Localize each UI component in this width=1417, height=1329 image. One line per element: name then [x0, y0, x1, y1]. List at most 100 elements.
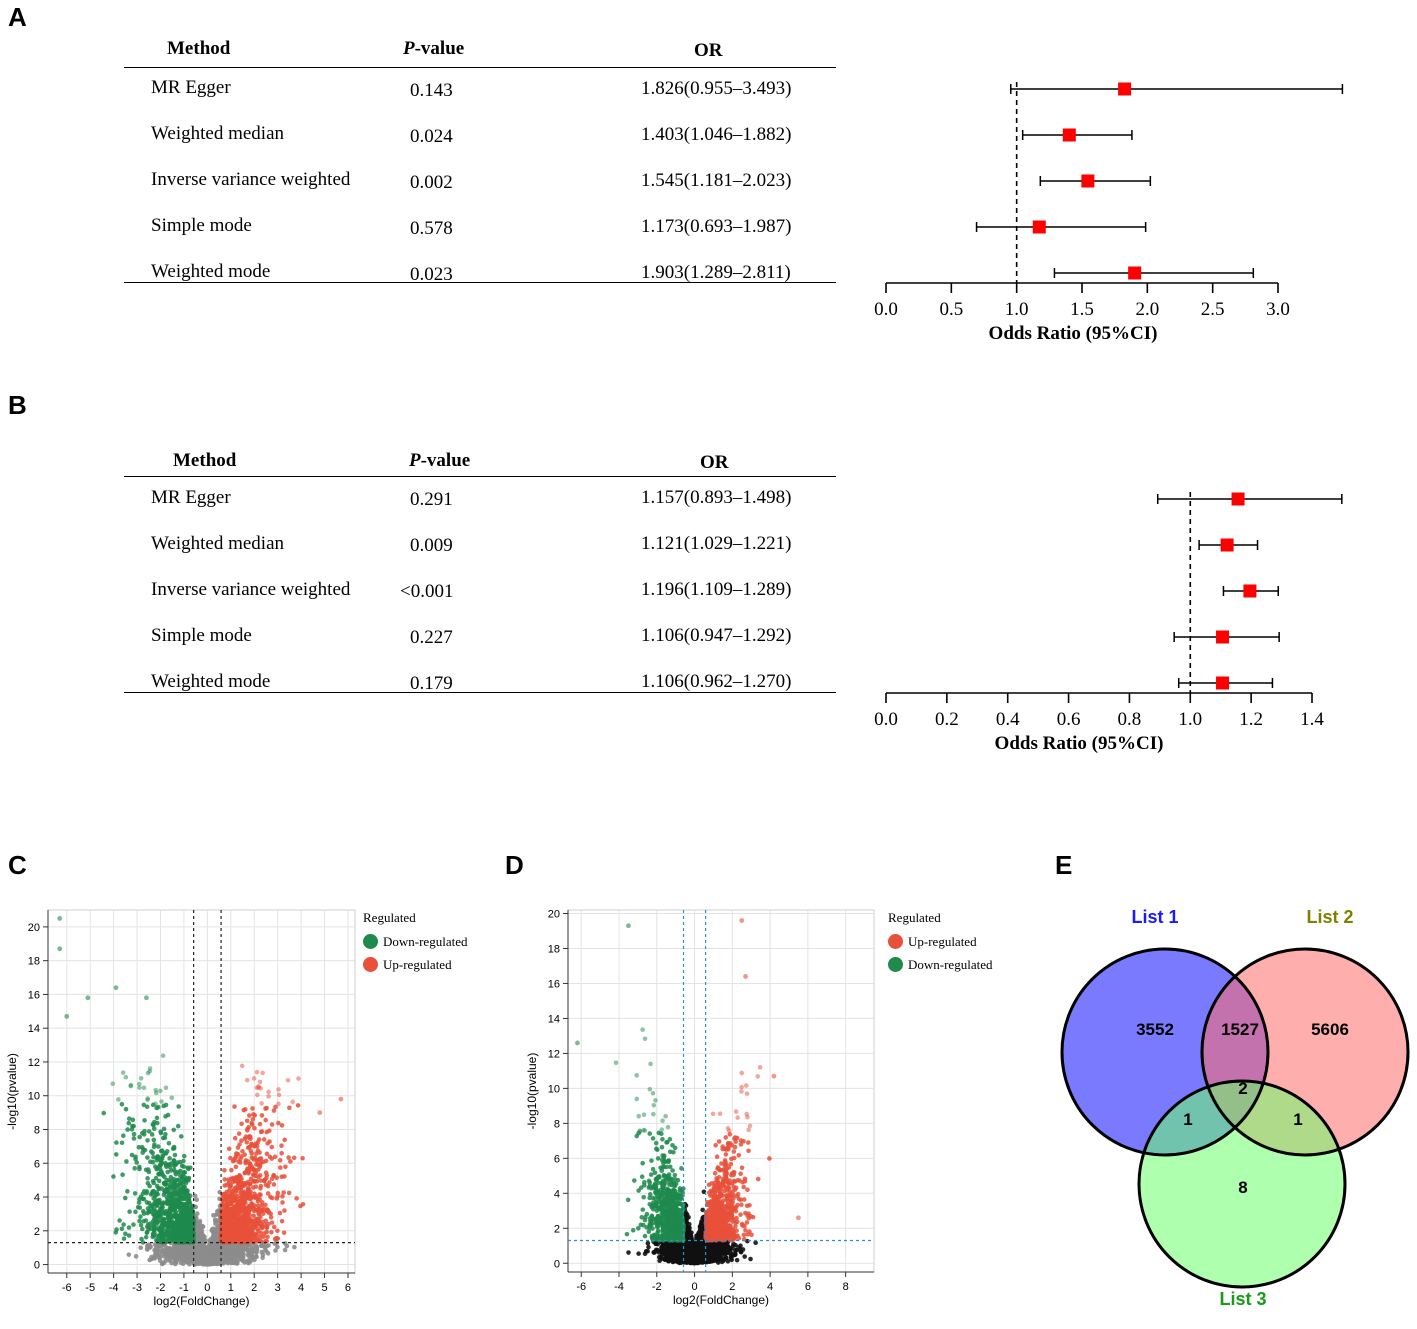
data-point [157, 1164, 162, 1169]
data-point [233, 1251, 238, 1256]
data-point [260, 1129, 265, 1134]
data-point [132, 1136, 137, 1141]
data-point [142, 1086, 147, 1091]
data-point [121, 1070, 126, 1075]
data-point [229, 1207, 234, 1212]
data-point [229, 1222, 234, 1227]
x-tick-label: 1.0 [1178, 709, 1202, 730]
data-point [140, 1227, 145, 1232]
x-axis-label: log2(FoldChange) [153, 1294, 249, 1308]
x-tick-label: -4 [109, 1282, 119, 1294]
data-point [177, 1249, 182, 1254]
x-tick-label: -2 [156, 1282, 166, 1294]
data-point [168, 1213, 173, 1218]
data-point [127, 1233, 132, 1238]
data-point [270, 1145, 275, 1150]
data-point [120, 1102, 125, 1107]
row-method: MR Egger [151, 487, 231, 509]
data-point [280, 1219, 285, 1224]
data-point [263, 1118, 268, 1123]
data-point [258, 1173, 263, 1178]
data-point [285, 1244, 290, 1249]
data-point [117, 1218, 122, 1223]
data-point [179, 1134, 184, 1139]
data-point [256, 1148, 261, 1153]
y-tick-label: 20 [28, 922, 40, 934]
x-tick-label: 8 [843, 1281, 849, 1293]
data-point [222, 1177, 227, 1182]
data-point [139, 1223, 144, 1228]
data-point [260, 1071, 265, 1076]
forest-row [1179, 677, 1273, 690]
data-point [156, 1218, 161, 1223]
data-point [301, 1202, 306, 1207]
panel-label-b: B [8, 390, 27, 421]
data-point [148, 1245, 153, 1250]
data-point [253, 1174, 258, 1179]
data-point [277, 1093, 282, 1098]
data-point [300, 1156, 305, 1161]
data-point [150, 1235, 155, 1240]
data-point [181, 1159, 186, 1164]
data-point [209, 1251, 214, 1256]
y-tick-label: 14 [28, 1023, 40, 1035]
row-or: 1.157(0.893–1.498) [641, 487, 791, 509]
data-point [160, 1262, 165, 1267]
data-point [244, 1134, 249, 1139]
data-point [151, 1103, 156, 1108]
data-point [228, 1212, 233, 1217]
data-point [173, 1258, 178, 1263]
data-point [153, 1213, 158, 1218]
data-point [244, 1158, 249, 1163]
data-point [247, 1113, 252, 1118]
data-point [149, 1207, 154, 1212]
data-point [140, 1131, 145, 1136]
data-point [237, 1248, 242, 1253]
data-point [264, 1170, 269, 1175]
data-point [154, 1176, 159, 1181]
data-point [124, 1107, 129, 1112]
data-point [133, 1210, 138, 1215]
data-point [259, 1184, 264, 1189]
x-tick-label: 0.5 [939, 299, 963, 320]
data-point [251, 1117, 256, 1122]
data-point [180, 1178, 185, 1183]
data-point [195, 1247, 200, 1252]
data-point [245, 1240, 250, 1245]
row-or: 1.826(0.955–3.493) [641, 78, 791, 100]
data-point [247, 1213, 252, 1218]
data-point [252, 1076, 257, 1081]
data-point [173, 1170, 178, 1175]
data-point [281, 1190, 286, 1195]
data-point [228, 1156, 233, 1161]
data-point [120, 1226, 125, 1231]
x-tick-label: 1.4 [1300, 709, 1324, 730]
data-point [258, 1080, 263, 1085]
data-point [161, 1053, 166, 1058]
data-point [126, 1121, 131, 1126]
row-pvalue: 0.002 [410, 172, 453, 194]
panel-label-d: D [505, 850, 524, 881]
header-pvalue: P-value [403, 38, 464, 60]
data-point [227, 1146, 232, 1151]
data-point [185, 1235, 190, 1240]
data-point [282, 1138, 287, 1143]
row-method: Simple mode [151, 215, 252, 237]
data-point [249, 1151, 254, 1156]
data-point [130, 1127, 135, 1132]
data-point [133, 1191, 138, 1196]
or-marker [1221, 539, 1234, 552]
data-point [141, 1209, 146, 1214]
legend-dot [363, 957, 378, 972]
data-point [131, 1222, 136, 1227]
y-tick-label: 10 [28, 1091, 40, 1103]
data-point [164, 1163, 169, 1168]
data-point [260, 1208, 265, 1213]
forest-row [1040, 175, 1150, 188]
data-point [246, 1258, 251, 1263]
row-method: MR Egger [151, 77, 231, 99]
data-point [165, 1253, 170, 1258]
data-point [130, 1153, 135, 1158]
data-point [248, 1182, 253, 1187]
data-point [241, 1108, 246, 1113]
